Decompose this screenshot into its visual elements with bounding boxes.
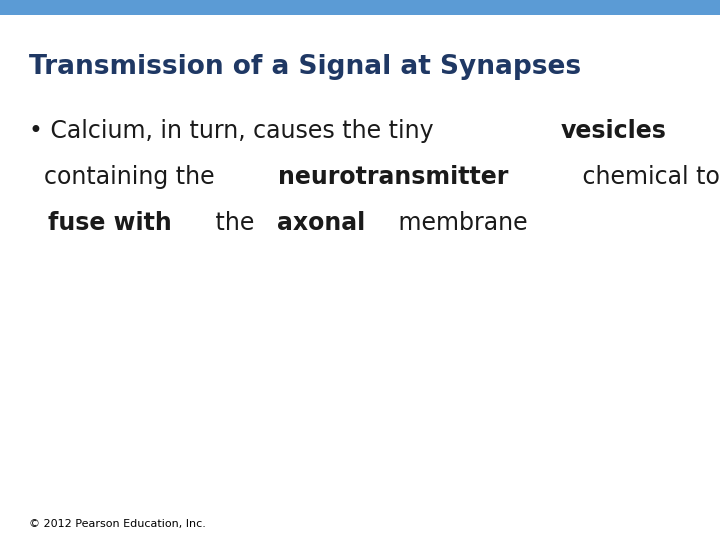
- Text: • Calcium, in turn, causes the tiny: • Calcium, in turn, causes the tiny: [29, 119, 441, 143]
- Text: vesicles: vesicles: [561, 119, 667, 143]
- Text: axonal: axonal: [277, 211, 366, 234]
- Text: membrane: membrane: [391, 211, 528, 234]
- Text: the: the: [208, 211, 261, 234]
- Text: © 2012 Pearson Education, Inc.: © 2012 Pearson Education, Inc.: [29, 519, 206, 529]
- Text: neurotransmitter: neurotransmitter: [278, 165, 508, 188]
- Text: chemical to: chemical to: [575, 165, 720, 188]
- Text: containing the: containing the: [29, 165, 222, 188]
- Text: fuse with: fuse with: [48, 211, 172, 234]
- Text: Transmission of a Signal at Synapses: Transmission of a Signal at Synapses: [29, 54, 581, 80]
- Bar: [0, 0, 720, 15]
